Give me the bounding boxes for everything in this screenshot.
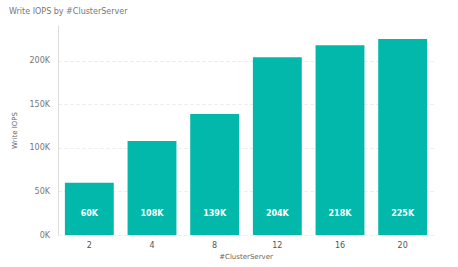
svg-text:12: 12: [272, 241, 282, 250]
svg-text:16: 16: [335, 241, 345, 250]
svg-text:204K: 204K: [266, 209, 290, 218]
svg-text:50K: 50K: [35, 187, 51, 196]
svg-text:139K: 139K: [203, 209, 227, 218]
svg-text:8: 8: [212, 241, 217, 250]
svg-text:20: 20: [398, 241, 408, 250]
svg-text:225K: 225K: [391, 209, 415, 218]
svg-text:100K: 100K: [29, 143, 50, 152]
svg-text:2: 2: [87, 241, 92, 250]
svg-text:108K: 108K: [141, 209, 165, 218]
svg-text:#ClusterServer: #ClusterServer: [219, 253, 273, 261]
svg-text:218K: 218K: [329, 209, 353, 218]
svg-text:200K: 200K: [29, 56, 50, 65]
svg-text:150K: 150K: [29, 100, 50, 109]
svg-text:4: 4: [149, 241, 154, 250]
svg-text:Write IOPS: Write IOPS: [11, 111, 19, 149]
svg-text:Write IOPS by #ClusterServer: Write IOPS by #ClusterServer: [9, 7, 128, 16]
svg-text:0K: 0K: [40, 231, 51, 240]
svg-text:60K: 60K: [81, 209, 99, 218]
